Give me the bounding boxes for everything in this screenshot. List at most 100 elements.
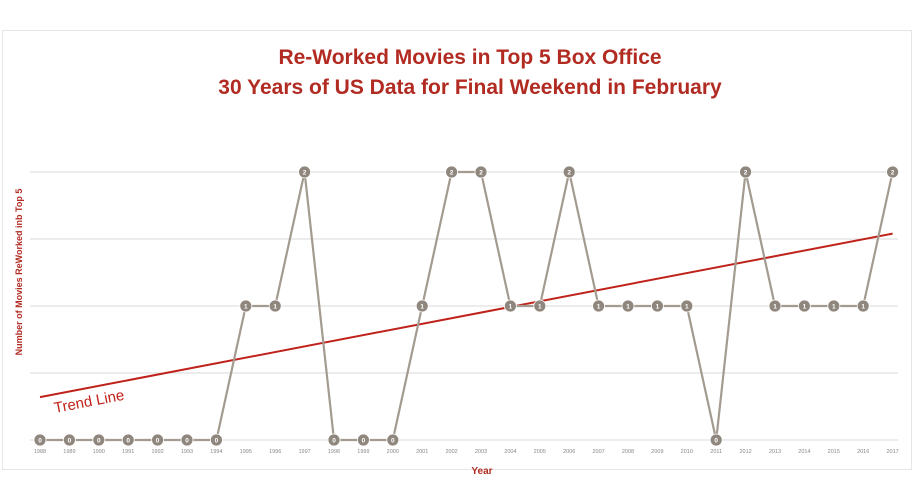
grid — [30, 171, 898, 441]
x-axis-label: Year — [471, 466, 492, 477]
data-label: 0 — [215, 437, 219, 444]
data-label: 0 — [714, 437, 718, 444]
x-tick-label: 2012 — [739, 449, 751, 455]
data-label: 1 — [420, 303, 424, 310]
data-point — [33, 433, 47, 447]
x-tick-label: 1989 — [63, 449, 75, 455]
data-point — [798, 299, 811, 313]
data-label: 0 — [68, 437, 72, 444]
data-point — [356, 433, 370, 447]
trend-line — [39, 232, 893, 399]
data-point — [268, 299, 282, 313]
data-point — [445, 165, 459, 179]
data-label: 0 — [156, 437, 160, 444]
data-label: 1 — [803, 303, 807, 310]
data-label: 1 — [685, 303, 689, 310]
x-tick-label: 2015 — [828, 449, 840, 455]
x-tick-label: 2013 — [769, 449, 781, 455]
data-point — [533, 299, 547, 313]
x-tick-label: 2000 — [387, 449, 399, 455]
data-label: 2 — [744, 169, 748, 176]
x-tick-label: 2004 — [504, 449, 516, 455]
data-label: 1 — [861, 303, 865, 310]
data-label: 0 — [185, 437, 189, 444]
x-tick-label: 1996 — [269, 449, 281, 455]
x-tick-label: 2003 — [475, 449, 487, 455]
y-axis-label: Number of Movies ReWorked inb Top 5 — [14, 189, 24, 356]
x-tick-label: 1988 — [34, 449, 46, 455]
data-point — [209, 433, 223, 447]
data-point — [768, 299, 782, 313]
data-label: 2 — [479, 169, 483, 176]
data-label: 2 — [303, 169, 307, 176]
data-point — [739, 165, 752, 179]
x-tick-label: 1998 — [328, 449, 340, 455]
x-tick-label: 2007 — [592, 449, 604, 455]
data-label: 0 — [391, 437, 395, 444]
chart-frame — [2, 30, 912, 470]
x-tick-label: 1999 — [357, 449, 369, 455]
data-point — [92, 433, 106, 447]
data-label: 1 — [273, 303, 277, 310]
data-point — [327, 433, 341, 447]
x-tick-label: 2005 — [534, 449, 546, 455]
data-label: 2 — [450, 169, 454, 176]
data-point — [651, 299, 664, 313]
data-label: 1 — [773, 303, 777, 310]
data-point — [239, 299, 253, 313]
x-tick-label: 1995 — [240, 449, 252, 455]
data-point — [415, 299, 429, 313]
x-tick-label: 1994 — [210, 449, 222, 455]
data-point — [886, 165, 899, 179]
data-label: 1 — [538, 303, 542, 310]
data-label: 0 — [332, 437, 336, 444]
data-label: 1 — [597, 303, 601, 310]
data-point — [592, 299, 605, 313]
data-label: 2 — [891, 169, 895, 176]
data-point — [503, 299, 517, 313]
data-point — [63, 433, 76, 447]
chart-title: Re-Worked Movies in Top 5 Box Office — [278, 46, 661, 69]
data-label: 1 — [626, 303, 630, 310]
data-label: 0 — [97, 437, 101, 444]
x-tick-label: 1997 — [298, 449, 310, 455]
x-tick-label: 2006 — [563, 449, 575, 455]
data-point — [121, 433, 135, 447]
data-label: 2 — [567, 169, 571, 176]
data-label: 1 — [656, 303, 660, 310]
data-point — [386, 433, 400, 447]
x-tick-label: 1992 — [151, 449, 163, 455]
x-tick-label: 2009 — [651, 449, 663, 455]
x-tick-label: 2010 — [681, 449, 693, 455]
data-label: 1 — [244, 303, 248, 310]
x-tick-label: 2001 — [416, 449, 428, 455]
data-label: 0 — [126, 437, 130, 444]
data-point — [827, 299, 841, 313]
data-label: 1 — [509, 303, 513, 310]
x-tick-label: 1993 — [181, 449, 193, 455]
x-tick-label: 2008 — [622, 449, 634, 455]
data-point — [298, 165, 312, 179]
data-point — [856, 299, 870, 313]
x-tick-label: 2002 — [445, 449, 457, 455]
data-point — [562, 165, 576, 179]
x-tick-labels: 1988 1989 1990 1991 1992 1993 1994 1995 1996 1997… — [34, 449, 899, 455]
data-label: 1 — [832, 303, 836, 310]
data-label: 0 — [362, 437, 366, 444]
data-point — [180, 433, 194, 447]
data-label: 0 — [38, 437, 42, 444]
trend-line-label: Trend Line — [53, 387, 126, 417]
x-tick-label: 2016 — [857, 449, 869, 455]
x-tick-label: 1990 — [93, 449, 105, 455]
series-group: 0 0 0 0 0 0 0 1 1 2 0 0 0 1 2 2 1 1 2 1 1 1 1 0 2 1 1 1 1 2 — [33, 165, 899, 447]
x-tick-label: 2017 — [886, 449, 898, 455]
data-point — [621, 299, 635, 313]
chart-subtitle: 30 Years of US Data for Final Weekend in… — [218, 76, 722, 99]
x-tick-label: 2014 — [798, 449, 810, 455]
data-point — [709, 433, 723, 447]
data-point — [680, 299, 694, 313]
data-point — [474, 165, 488, 179]
data-point — [151, 433, 165, 447]
x-tick-label: 2011 — [710, 449, 722, 455]
